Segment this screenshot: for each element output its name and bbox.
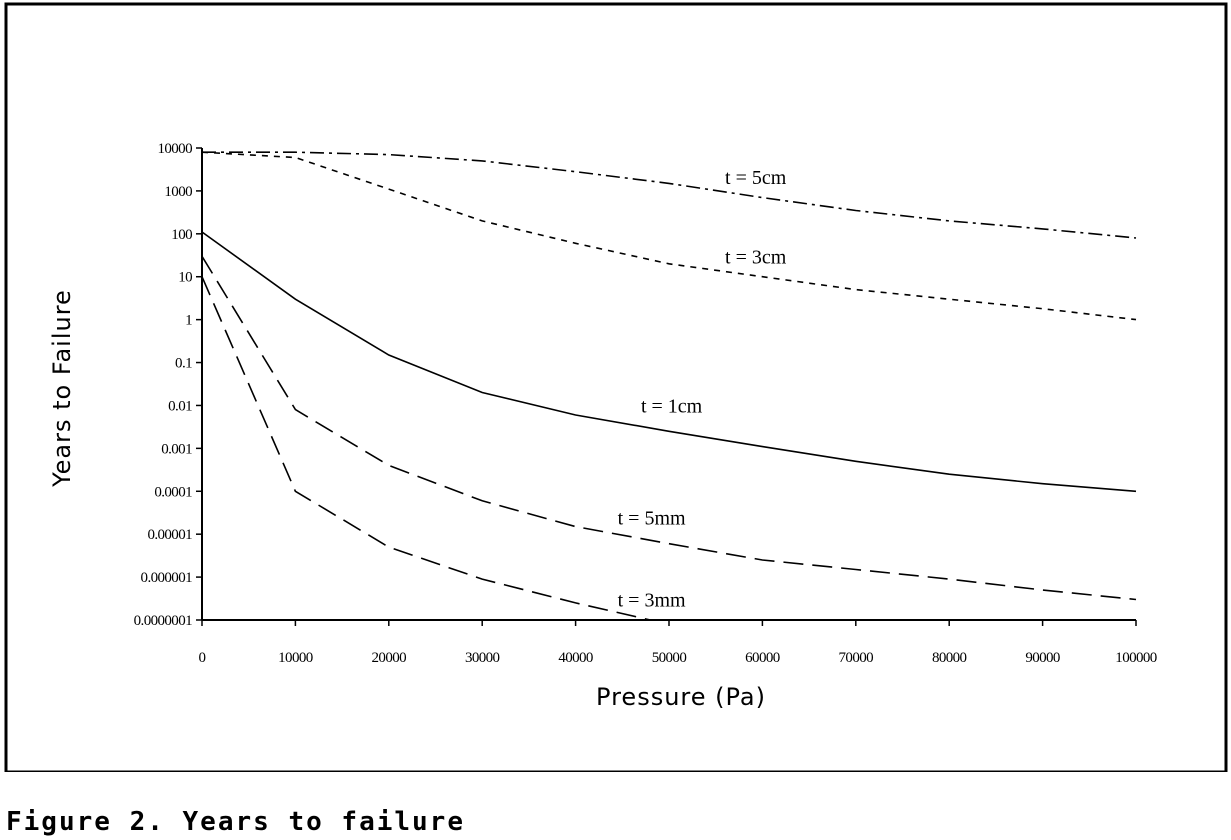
y-tick-label: 1: [185, 313, 192, 329]
series-line-1: [201, 151, 1137, 321]
x-tick-label: 100000: [1115, 650, 1157, 666]
y-tick-label: 0.001: [161, 441, 192, 457]
series-lines: [201, 151, 1137, 621]
y-tick-label: 0.1: [175, 356, 192, 372]
y-ticks: 10000 1000 100 10 1 0.1 0.01 0.001 0.0001 0.00001…: [134, 141, 202, 629]
series-label-1: t = 3cm: [725, 247, 787, 269]
y-tick-label: 0.000001: [141, 570, 193, 586]
caption-strip: [0, 772, 1231, 840]
x-tick-label: 0: [199, 650, 206, 666]
chart-frame: [4, 2, 1228, 774]
y-axis-title: Years to Failure: [48, 289, 76, 488]
y-tick-label: 10: [178, 270, 192, 286]
y-tick-label: 0.01: [168, 398, 192, 414]
series-label-2: t = 1cm: [641, 395, 703, 417]
y-tick-label: 0.00001: [147, 527, 192, 543]
x-axis-title: Pressure (Pa): [596, 683, 766, 711]
y-tick-label: 1000: [164, 184, 192, 200]
x-tick-label: 70000: [839, 650, 874, 666]
x-tick-label: 10000: [278, 650, 313, 666]
x-tick-label: 40000: [558, 650, 593, 666]
series-label-0: t = 5cm: [725, 167, 787, 189]
series-label-3: t = 5mm: [618, 507, 686, 529]
x-ticks: 0 10000 20000 30000 40000 50000 60000 70000 8000…: [199, 620, 1157, 666]
y-tick-label: 0.0000001: [134, 613, 192, 629]
y-tick-label: 10000: [157, 141, 192, 157]
series-line-3: [201, 255, 1137, 601]
series-line-0: [202, 151, 1137, 239]
series-label-4: t = 3mm: [618, 590, 686, 612]
series-line-4: [201, 276, 651, 621]
x-tick-label: 30000: [465, 650, 500, 666]
series-labels: t = 5cm t = 3cm t = 1cm t = 5mm t = 3mm: [618, 167, 787, 612]
x-tick-label: 60000: [745, 650, 780, 666]
series-line-2: [201, 231, 1137, 493]
x-tick-label: 50000: [652, 650, 687, 666]
x-tick-label: 20000: [372, 650, 407, 666]
x-tick-label: 90000: [1025, 650, 1060, 666]
y-tick-label: 0.0001: [154, 484, 192, 500]
y-tick-label: 100: [171, 227, 192, 243]
x-tick-label: 80000: [932, 650, 967, 666]
figure-caption: Figure 2. Years to failure: [6, 807, 465, 837]
